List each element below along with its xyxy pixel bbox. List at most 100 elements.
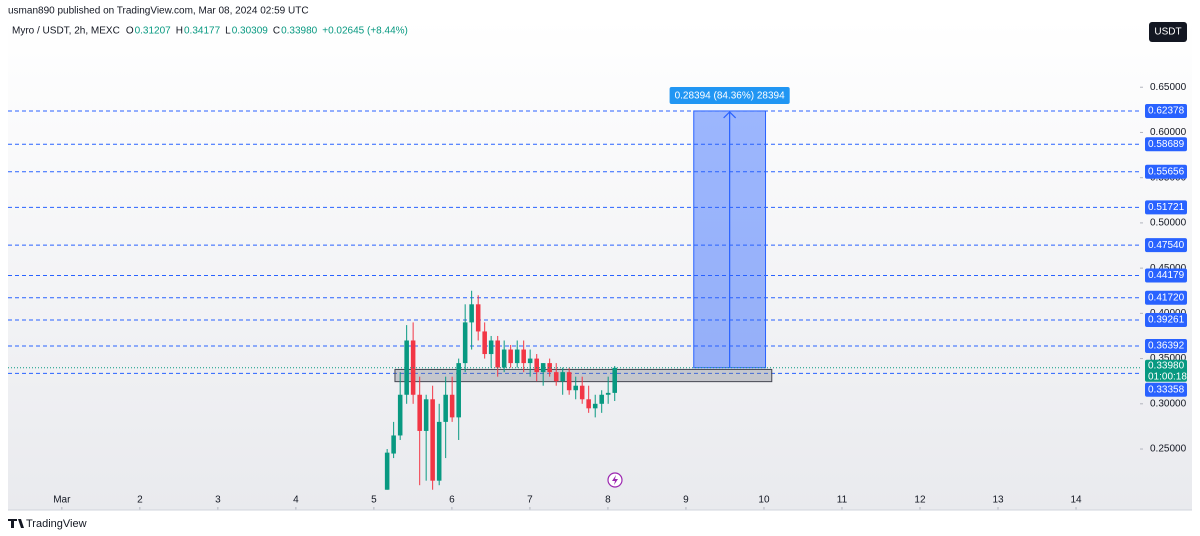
x-tick-label: 7 — [527, 495, 533, 506]
y-tick-label: 0.60000 — [1150, 127, 1187, 138]
candle-body — [553, 372, 559, 382]
x-tick-label: 2 — [137, 495, 143, 506]
zone-box — [394, 368, 773, 383]
level-tag-label: 0.36392 — [1148, 341, 1185, 352]
x-tick-label: 5 — [371, 495, 377, 506]
candle-body — [430, 399, 435, 481]
candle-body — [534, 358, 539, 373]
level-tag-label: 0.58689 — [1148, 139, 1185, 150]
candle-body — [605, 392, 611, 395]
x-tick-label: 6 — [449, 495, 455, 506]
candle-body — [560, 372, 565, 382]
legend-value: 0.31207 — [135, 26, 172, 37]
level-tag-label: 0.33358 — [1148, 384, 1185, 395]
candle-body — [456, 363, 461, 418]
x-tick-label: 12 — [914, 495, 926, 506]
legend-change: +0.02645 (+8.44%) — [322, 26, 408, 37]
candle-body — [404, 340, 409, 395]
candle-body — [417, 394, 422, 431]
level-tag-label: 0.47540 — [1148, 240, 1185, 251]
x-tick-label: 3 — [215, 495, 221, 506]
event-icon-bolt — [612, 475, 618, 485]
y-tick-label: 0.35000 — [1150, 353, 1187, 364]
level-tag — [1145, 338, 1187, 353]
legend-key: O — [126, 26, 134, 37]
candle-body — [586, 399, 591, 409]
candle-body — [449, 394, 455, 418]
level-tag — [1145, 103, 1187, 118]
candle-body — [482, 331, 487, 355]
x-tick-label: 8 — [605, 495, 611, 506]
x-tick-label: 10 — [758, 495, 770, 506]
candle-body — [443, 394, 448, 422]
candle-body — [508, 349, 513, 364]
candle-body — [527, 358, 533, 364]
x-tick-label: 13 — [992, 495, 1004, 506]
currency-button[interactable] — [1149, 22, 1187, 42]
tradingview-logo — [8, 519, 24, 528]
chart-background — [8, 20, 1192, 510]
position-arrowhead — [723, 111, 737, 119]
candle-body — [436, 421, 442, 481]
x-tick-label: Mar — [53, 495, 71, 506]
candle-body — [514, 349, 520, 364]
candle-body — [423, 399, 429, 431]
legend-value: 0.30309 — [232, 26, 269, 37]
last-price-label: 0.33980 — [1148, 360, 1185, 371]
candle-body — [475, 304, 481, 332]
candle-body — [579, 385, 585, 400]
candle-body — [488, 340, 494, 355]
candle-body — [599, 394, 604, 404]
level-tag-label: 0.44179 — [1148, 270, 1185, 281]
legend-value: 0.34177 — [184, 26, 221, 37]
level-tag-label: 0.51721 — [1148, 202, 1185, 213]
x-tick-label: 4 — [293, 495, 299, 506]
candle-body — [391, 435, 396, 454]
candle-body — [521, 349, 526, 364]
candle-body — [573, 385, 578, 391]
y-tick-label: 0.30000 — [1150, 398, 1187, 409]
candle-body — [495, 340, 500, 368]
candle-body — [384, 452, 390, 490]
candle-body — [469, 304, 474, 323]
level-tag — [1145, 268, 1187, 283]
level-tag-label: 0.41720 — [1148, 292, 1185, 303]
level-tag — [1145, 313, 1187, 328]
position-label-box — [669, 86, 790, 104]
level-tag — [1145, 290, 1187, 305]
level-tag — [1145, 137, 1187, 152]
level-tag — [1145, 238, 1187, 253]
x-tick-label: 11 — [837, 495, 848, 506]
currency[interactable]: USDT — [1154, 27, 1181, 38]
candle-body — [566, 372, 572, 391]
candle-body — [612, 367, 617, 393]
position-label: 0.28394 (84.36%) 28394 — [675, 91, 786, 102]
candle-body — [462, 322, 468, 364]
countdown: 01:00:18 — [1148, 371, 1187, 382]
candle-body — [397, 394, 403, 436]
last-price-tag — [1145, 359, 1187, 382]
publisher: usman890 published on TradingView.com, M… — [8, 6, 309, 17]
footer-brand: TradingView — [26, 518, 87, 530]
symbol: Myro / USDT, 2h, MEXC — [12, 26, 120, 37]
level-tag — [1145, 164, 1187, 179]
level-tag-label: 0.62378 — [1148, 106, 1185, 117]
level-tag-label: 0.55656 — [1148, 166, 1185, 177]
candle-body — [540, 363, 546, 373]
legend-key: L — [225, 26, 231, 37]
y-tick-label: 0.50000 — [1150, 218, 1187, 229]
candle-body — [592, 403, 598, 409]
y-tick-label: 0.25000 — [1150, 444, 1187, 455]
legend-value: 0.33980 — [281, 26, 318, 37]
candle-body — [547, 363, 552, 373]
legend-key: H — [176, 26, 183, 37]
y-tick-label: 0.45000 — [1150, 263, 1187, 274]
candle-body — [501, 349, 507, 368]
x-tick-label: 14 — [1070, 495, 1082, 506]
legend-key: C — [273, 26, 280, 37]
level-tag-label: 0.39261 — [1148, 315, 1185, 326]
level-tag — [1145, 200, 1187, 215]
x-tick-label: 9 — [683, 495, 689, 506]
y-tick-label: 0.65000 — [1150, 82, 1187, 93]
